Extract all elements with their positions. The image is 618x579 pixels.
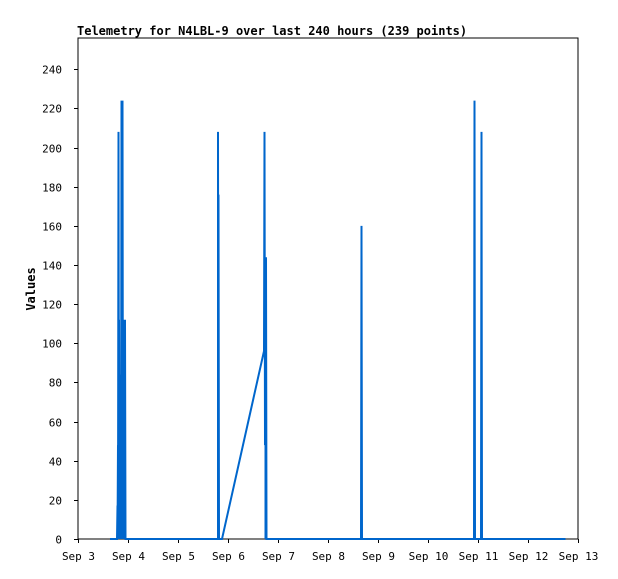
plot-area: [77, 37, 579, 540]
x-tick-label: Sep 12: [509, 550, 549, 563]
x-tick-label: Sep 8: [312, 550, 345, 563]
y-tick-label: 80: [49, 377, 62, 390]
y-tick-label: 180: [42, 182, 62, 195]
x-tick-label: Sep 5: [162, 550, 195, 563]
y-tick-label: 160: [42, 221, 62, 234]
x-tick-label: Sep 7: [262, 550, 295, 563]
x-tick-label: Sep 4: [112, 550, 145, 563]
y-tick-label: 240: [42, 64, 62, 77]
data-series: [110, 100, 566, 540]
series-line: [110, 100, 566, 540]
y-axis-label: Values: [24, 267, 38, 310]
y-tick-label: 40: [49, 456, 62, 469]
x-tick-label: Sep 3: [62, 550, 95, 563]
y-tick-label: 140: [42, 260, 62, 273]
y-tick-label: 200: [42, 143, 62, 156]
x-axis: Sep 3 Sep 4 Sep 5 Sep 6 Sep 7 Sep 8 Sep 9 Sep 1…: [62, 539, 598, 563]
x-tick-label: Sep 13: [559, 550, 599, 563]
x-tick-label: Sep 9: [362, 550, 395, 563]
y-tick-label: 100: [42, 338, 62, 351]
y-tick-label: 120: [42, 299, 62, 312]
y-tick-label: 0: [55, 534, 62, 547]
chart-title: Telemetry for N4LBL-9 over last 240 hour…: [77, 24, 467, 38]
y-axis: 0 20 40 60 80 100 120 140 160 180 200 220 240: [42, 64, 78, 547]
x-tick-label: Sep 6: [212, 550, 245, 563]
y-tick-label: 20: [49, 495, 62, 508]
y-tick-label: 60: [49, 417, 62, 430]
x-tick-label: Sep 10: [409, 550, 449, 563]
y-tick-label: 220: [42, 103, 62, 116]
x-tick-label: Sep 11: [459, 550, 499, 563]
